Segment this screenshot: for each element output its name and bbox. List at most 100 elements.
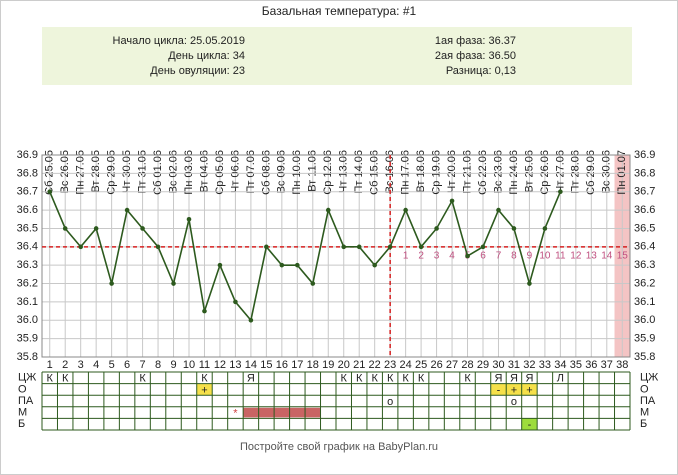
x-tick-label: 35: [570, 359, 582, 371]
x-tick-label: 26: [430, 359, 442, 371]
x-tick-label: 32: [523, 359, 535, 371]
y-tick-label: 36.6: [17, 204, 38, 216]
date-label: Пн 17.06: [400, 150, 412, 195]
x-tick-label: 37: [601, 359, 613, 371]
temperature-point: [248, 317, 254, 323]
date-label: Чт 06.06: [229, 150, 241, 193]
x-tick-label: 18: [307, 359, 319, 371]
cell-text: о: [387, 396, 393, 408]
chart-title: Базальная температура: #1: [262, 4, 417, 18]
x-tick-label: 11: [199, 359, 210, 371]
date-label: Сб 22.06: [477, 150, 489, 195]
y-tick-label: 36.5: [17, 222, 38, 234]
cell-text: К: [139, 373, 146, 385]
temperature-point: [542, 226, 548, 231]
date-label: Пт 14.06: [353, 150, 365, 194]
date-label: Сб 08.06: [260, 150, 272, 195]
x-tick-label: 30: [492, 359, 504, 371]
phase2-day: 4: [449, 251, 455, 262]
x-tick-label: 14: [245, 359, 257, 371]
x-tick-label: 34: [554, 359, 566, 371]
x-tick-label: 28: [461, 359, 473, 371]
temperature-point: [140, 226, 145, 231]
x-tick-label: 7: [140, 359, 146, 371]
cell-text: о: [511, 396, 517, 408]
cell-highlight: [521, 418, 538, 430]
cell-text: К: [356, 373, 363, 385]
row-label: ПА: [18, 395, 34, 407]
date-label: Пн 10.06: [291, 150, 303, 195]
cell-text: К: [62, 373, 69, 385]
y-tick-label-right: 35.8: [634, 351, 655, 363]
temperature-point: [186, 216, 192, 222]
x-tick-label: 15: [260, 359, 272, 371]
temperature-point: [325, 207, 331, 213]
y-tick-label: 36.7: [17, 186, 38, 198]
date-label: Вт 04.06: [198, 150, 210, 193]
cell-text: Я: [494, 373, 502, 385]
date-label: Сб 01.06: [152, 150, 164, 195]
date-label: Ср 29.05: [106, 150, 118, 195]
date-label: Ср 05.06: [214, 150, 226, 195]
x-tick-label: 19: [322, 359, 334, 371]
row-label-right: Б: [640, 418, 647, 430]
phase2-day: 1: [403, 251, 409, 262]
info-right: Разница: 0,13: [446, 65, 516, 77]
y-tick-label: 35.8: [17, 351, 38, 363]
temperature-point: [295, 262, 300, 268]
row-label: О: [18, 383, 27, 395]
cell-highlight: [196, 383, 213, 396]
x-tick-label: 21: [353, 359, 365, 371]
date-label: Вт 25.06: [523, 150, 535, 193]
info-left: День овуляции: 23: [150, 65, 245, 77]
x-tick-label: 23: [384, 359, 396, 371]
x-tick-label: 16: [276, 359, 288, 371]
phase2-day: 3: [434, 251, 440, 262]
date-label: Пт 21.06: [461, 150, 473, 194]
cell-text: К: [201, 373, 208, 385]
x-tick-label: 27: [446, 359, 458, 371]
row-label-right: ЦЖ: [640, 372, 658, 384]
temperature-point: [155, 244, 161, 250]
temperature-point: [279, 262, 285, 268]
date-label: Вт 11.06: [307, 150, 319, 192]
y-tick-label: 36.8: [17, 167, 38, 179]
cell-text: К: [464, 373, 471, 385]
temperature-point: [387, 244, 393, 250]
x-tick-label: 8: [155, 359, 161, 371]
phase2-day: 14: [601, 251, 613, 262]
temperature-point: [310, 281, 316, 286]
x-tick-label: 1: [47, 359, 53, 371]
date-label: Пт 28.06: [570, 150, 582, 194]
date-label: Чт 20.06: [446, 150, 458, 193]
cell-text: -: [528, 419, 532, 431]
plot-border: [41, 154, 631, 358]
temperature-point: [449, 198, 455, 204]
phase2-day: 7: [496, 251, 502, 262]
date-label: Вс 30.06: [601, 150, 613, 193]
date-label: Чт 13.06: [338, 150, 350, 193]
temperature-point: [124, 207, 130, 213]
x-tick-label: 25: [415, 359, 427, 371]
info-right: 2ая фаза: 36.50: [435, 50, 516, 62]
cell-text: Л: [557, 373, 564, 385]
info-left: Начало цикла: 25.05.2019: [113, 35, 245, 47]
row-label-right: ПА: [640, 395, 656, 407]
x-tick-label: 29: [477, 359, 489, 371]
phase2-day: 13: [586, 251, 598, 262]
temperature-point: [527, 281, 532, 286]
temperature-point: [356, 244, 362, 250]
date-label: Ср 19.06: [430, 150, 442, 195]
temperature-point: [434, 226, 439, 231]
date-label: Вс 23.06: [492, 150, 504, 193]
y-tick-label-right: 36.3: [634, 259, 655, 271]
row-label: Б: [18, 418, 25, 430]
cell-text: Я: [510, 373, 518, 385]
cell-text: +: [201, 384, 207, 396]
x-tick-label: 22: [369, 359, 381, 371]
temperature-point: [233, 299, 238, 305]
phase2-day: 2: [418, 251, 424, 262]
temperature-point: [511, 226, 517, 231]
x-tick-label: 9: [170, 359, 176, 371]
date-label: Пт 07.06: [245, 150, 257, 194]
